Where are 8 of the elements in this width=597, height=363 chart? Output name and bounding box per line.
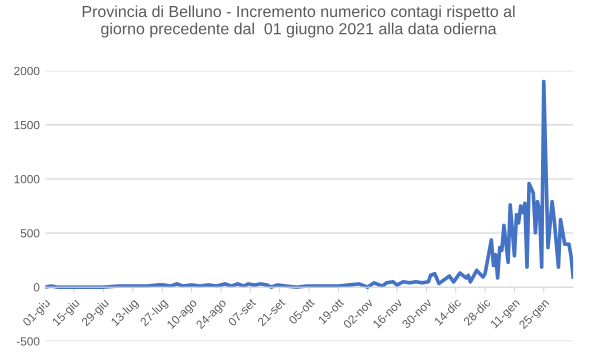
y-tick-label: 2000 (14, 66, 40, 76)
y-tick-label: 1000 (14, 174, 40, 184)
y-tick-label: -500 (16, 337, 40, 346)
y-tick-label: 0 (34, 283, 40, 292)
y-tick-label: 500 (20, 229, 40, 238)
y-tick-label: 1500 (14, 120, 40, 130)
line-series (44, 80, 574, 289)
chart-title: Provincia di Belluno - Incremento numerico contagi rispetto al giorno precedente dal 01 giugno 2021 alla data odierna (82, 5, 515, 38)
